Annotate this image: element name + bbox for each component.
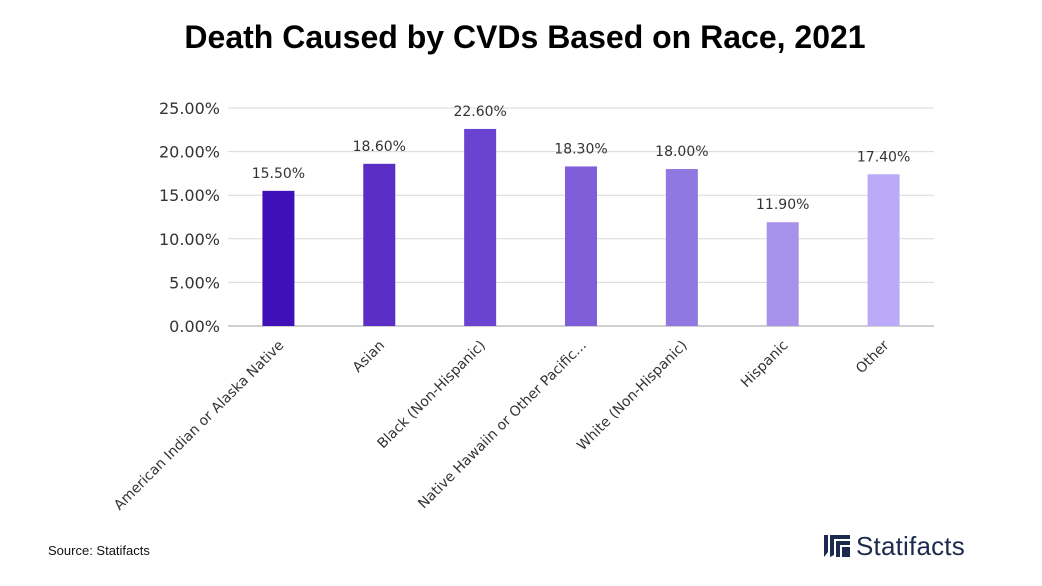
data-label: 18.00% bbox=[655, 144, 708, 160]
y-tick-label: 5.00% bbox=[169, 273, 220, 292]
x-tick-label: Black (Non-Hispanic) bbox=[375, 338, 489, 452]
data-label: 17.40% bbox=[857, 149, 910, 165]
bar bbox=[363, 163, 396, 326]
chart-title: Death Caused by CVDs Based on Race, 2021 bbox=[184, 19, 865, 55]
source-note: Source: Statifacts bbox=[48, 543, 150, 558]
x-tick-label: Hispanic bbox=[738, 338, 791, 391]
y-tick-label: 0.00% bbox=[169, 317, 220, 336]
bars bbox=[262, 128, 900, 326]
y-axis-ticks: 0.00% 5.00% 10.00% 15.00% 20.00% 25.00% bbox=[159, 99, 220, 336]
data-label: 18.60% bbox=[353, 139, 406, 155]
bar bbox=[464, 128, 497, 326]
bar bbox=[867, 174, 900, 326]
logo-text: Statifacts bbox=[856, 530, 965, 561]
data-label: 22.60% bbox=[453, 104, 506, 120]
y-tick-label: 10.00% bbox=[159, 230, 220, 249]
bar bbox=[766, 222, 799, 326]
y-tick-label: 15.00% bbox=[159, 186, 220, 205]
data-labels: 15.50% 18.60% 22.60% 18.30% 18.00% 11.90% 17.4… bbox=[252, 104, 911, 213]
data-label: 15.50% bbox=[252, 166, 305, 182]
x-tick-label: White (Non-Hispanic) bbox=[574, 338, 690, 454]
y-tick-label: 25.00% bbox=[159, 99, 220, 118]
y-tick-label: 20.00% bbox=[159, 143, 220, 162]
x-tick-label: Other bbox=[853, 337, 893, 377]
x-tick-label: American Indian or Alaska Native bbox=[111, 338, 287, 514]
bar bbox=[565, 166, 597, 326]
bar bbox=[262, 190, 295, 326]
x-axis-ticks: American Indian or Alaska Native AsianBla… bbox=[111, 337, 892, 513]
x-tick-label: Native Hawaiin or Other Pacific... bbox=[415, 338, 590, 513]
data-label: 11.90% bbox=[756, 197, 809, 213]
statifacts-logo: Statifacts bbox=[822, 529, 965, 563]
x-tick-label: Asian bbox=[350, 338, 388, 376]
bar bbox=[665, 169, 698, 326]
statifacts-logo-icon bbox=[824, 535, 850, 557]
data-label: 18.30% bbox=[554, 141, 607, 157]
